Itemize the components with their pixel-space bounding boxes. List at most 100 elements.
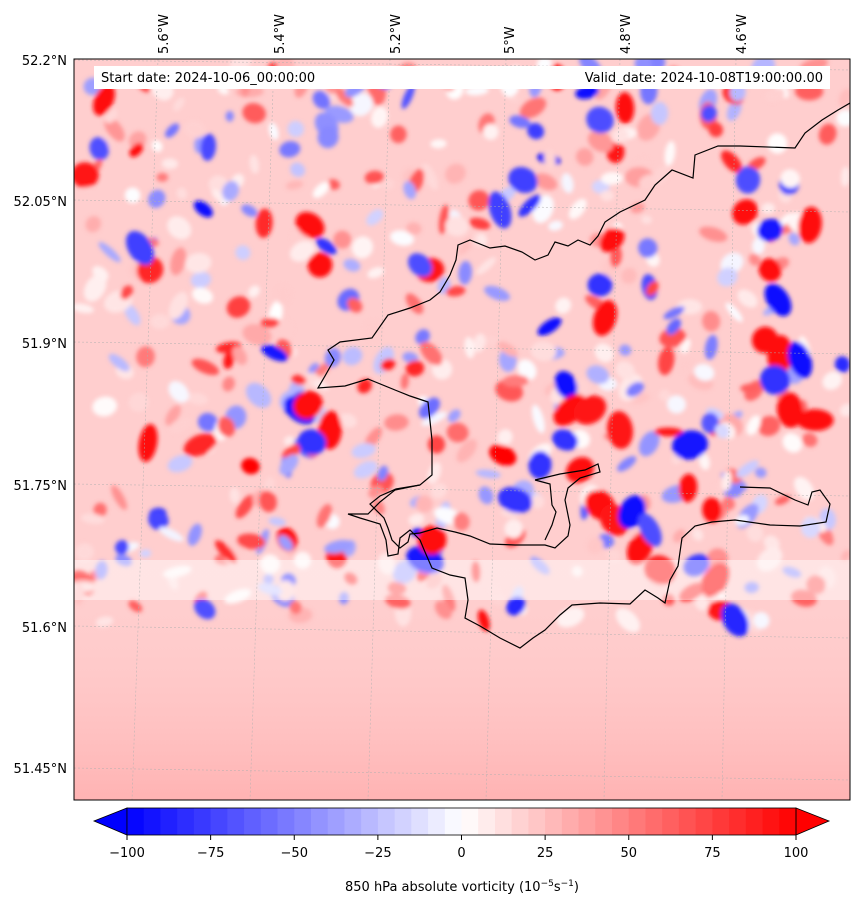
vorticity-cell [339, 591, 349, 605]
vorticity-cell [197, 412, 218, 432]
vorticity-cell [748, 253, 761, 266]
vorticity-cell [129, 142, 144, 158]
vorticity-cell [392, 560, 417, 584]
vorticity-cell [148, 509, 169, 531]
vorticity-cell [148, 189, 166, 208]
vorticity-cell [701, 561, 729, 599]
vorticity-cell [224, 588, 252, 604]
vorticity-cell [788, 232, 800, 246]
vorticity-cell [128, 392, 149, 413]
vorticity-cell [658, 389, 671, 402]
vorticity-cell [223, 351, 235, 369]
vorticity-cell [666, 318, 682, 335]
vorticity-cell [679, 341, 690, 354]
vorticity-cell [214, 540, 237, 564]
vorticity-cell [390, 230, 414, 246]
colorbar-cell [511, 808, 529, 835]
vorticity-cell [650, 101, 669, 125]
colorbar-label-exp2: −1 [561, 879, 574, 889]
vorticity-cell [194, 598, 216, 620]
vorticity-cell [268, 517, 286, 526]
colorbar: −100 −75 −50 −25 0 25 50 75 100 850 hPa absolute… [92, 807, 831, 895]
vorticity-cell [548, 220, 563, 231]
vorticity-cell [108, 353, 130, 372]
vorticity-cell [125, 230, 155, 266]
colorbar-cell [461, 808, 479, 835]
vorticity-cell [568, 198, 587, 220]
vorticity-cell [290, 162, 306, 177]
lon-label: 5.2°W [389, 14, 404, 54]
vorticity-cell [692, 528, 704, 541]
vorticity-cell [517, 359, 537, 380]
vorticity-cell [488, 191, 512, 229]
vorticity-cell [502, 375, 529, 387]
vorticity-cell [752, 237, 765, 255]
vorticity-cell [317, 126, 339, 149]
lat-label: 52.2°N [22, 54, 67, 69]
vorticity-cell [236, 533, 266, 550]
map-frame [73, 58, 851, 801]
colorbar-cell [244, 808, 262, 835]
vorticity-cell [722, 496, 735, 510]
vorticity-cell [531, 404, 545, 434]
lat-label: 51.75°N [14, 479, 67, 494]
vorticity-cell [702, 497, 722, 523]
vorticity-cell [735, 166, 761, 194]
vorticity-cell [468, 190, 490, 211]
vorticity-cell [333, 230, 352, 249]
colorbar-tick-label: 50 [620, 846, 637, 861]
vorticity-cell [385, 594, 411, 609]
valid-date-label: Valid_date: 2024-10-08T19:00:00.00 [585, 71, 823, 86]
vorticity-cell [653, 165, 670, 185]
vorticity-cell [151, 140, 163, 152]
vorticity-cell [295, 211, 325, 239]
vorticity-cell [417, 525, 447, 555]
vorticity-cell [80, 513, 105, 524]
vorticity-cell [407, 253, 433, 277]
vorticity-cell [191, 358, 220, 376]
vorticity-cell [380, 358, 396, 371]
vorticity-cell [552, 429, 578, 451]
start-date-label: Start date: 2024-10-06_00:00:00 [101, 71, 315, 86]
vorticity-cell [619, 344, 632, 356]
coastline-inlet [369, 463, 601, 549]
vorticity-cell [260, 554, 281, 574]
vorticity-cell [679, 582, 706, 602]
colorbar-cell [428, 808, 446, 835]
vorticity-cell [192, 287, 214, 304]
vorticity-cell [822, 371, 843, 390]
vorticity-cell [641, 215, 653, 225]
vorticity-cell [343, 258, 361, 272]
vorticity-cell [342, 346, 363, 366]
vorticity-cell [169, 417, 192, 433]
vorticity-cell [678, 473, 698, 503]
colorbar-cell [143, 808, 161, 835]
vorticity-cell [313, 361, 332, 378]
vorticity-cell [759, 365, 791, 395]
vorticity-cell [626, 382, 644, 397]
vorticity-cell [430, 482, 448, 499]
vorticity-cell [289, 600, 302, 615]
vorticity-cell [364, 170, 385, 185]
vorticity-cell [183, 433, 217, 457]
vorticity-cell [791, 589, 817, 607]
vorticity-cell [757, 218, 783, 242]
coastline-estuary [534, 479, 557, 541]
vorticity-cell [89, 137, 109, 161]
lon-label: 5.6°W [157, 14, 172, 54]
colorbar-tick-label: −50 [281, 846, 308, 861]
vorticity-cell [740, 383, 759, 393]
colorbar-tick-label: −25 [364, 846, 391, 861]
vorticity-cell [371, 106, 388, 128]
vorticity-cell [241, 457, 260, 475]
vorticity-cell [800, 517, 821, 538]
vorticity-cell [242, 103, 266, 124]
vorticity-cell [149, 314, 170, 330]
vorticity-cell [165, 123, 180, 138]
vorticity-cell [235, 245, 251, 261]
vorticity-cell [767, 133, 788, 154]
vorticity-cell [291, 374, 307, 385]
colorbar-cell [662, 808, 680, 835]
vorticity-cell [421, 411, 447, 427]
vorticity-cell [840, 549, 850, 562]
